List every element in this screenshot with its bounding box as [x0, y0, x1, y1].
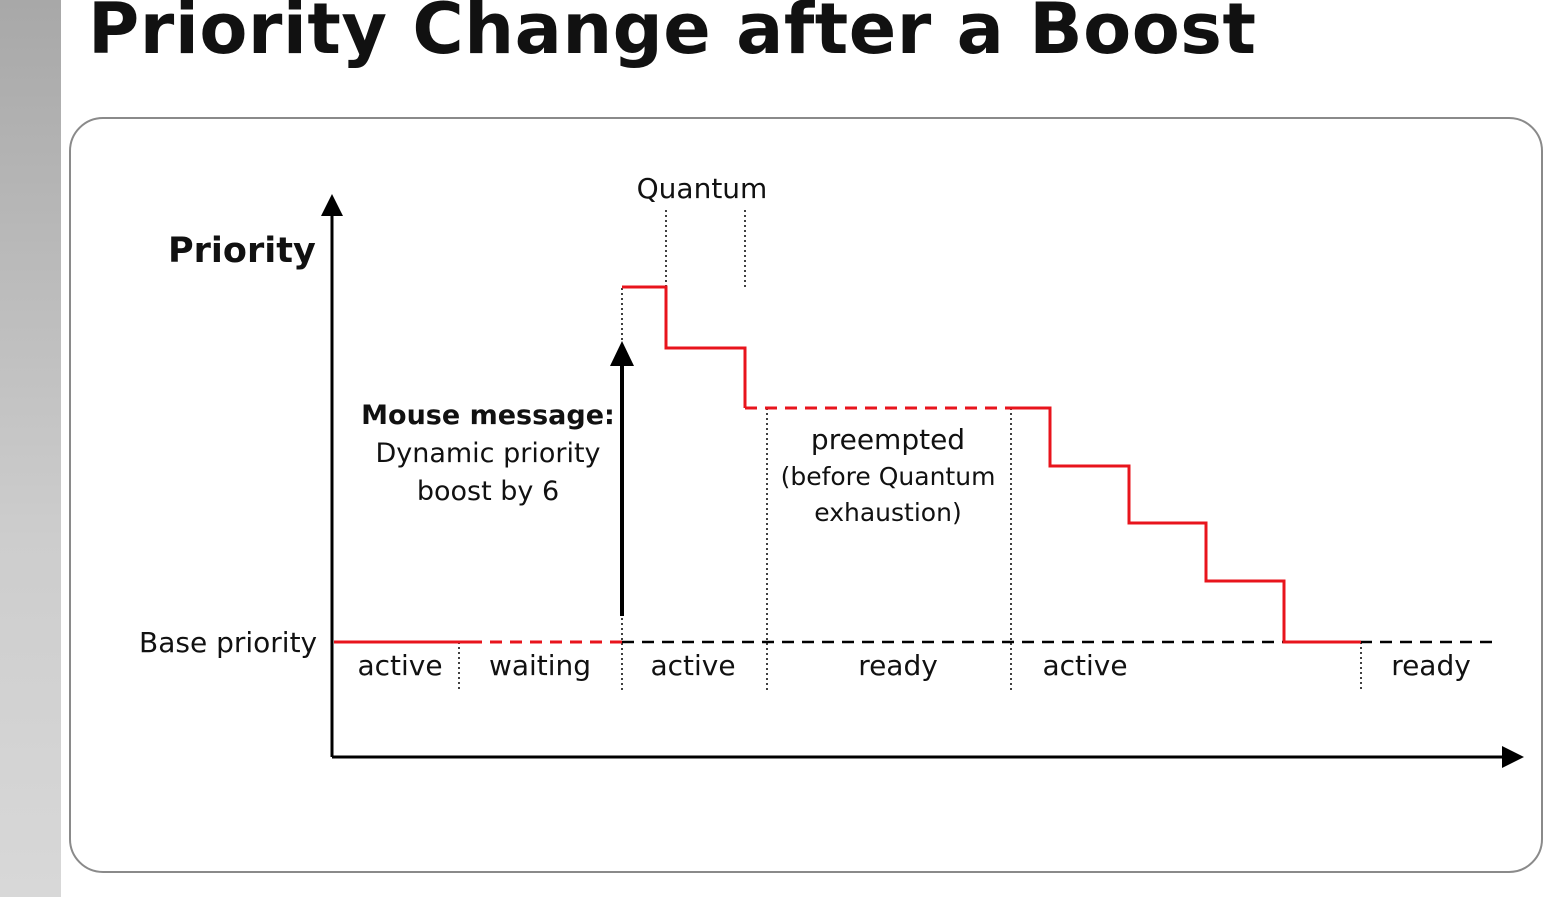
state-label: ready [858, 649, 938, 682]
state-label: waiting [489, 649, 591, 682]
y-axis-label: Priority [168, 231, 316, 271]
state-label: active [1042, 649, 1127, 682]
boost-arrow-head-icon [610, 341, 634, 366]
quantum-label: Quantum [637, 172, 768, 205]
state-label: active [650, 649, 735, 682]
boost-note-heading: Mouse message: [361, 400, 615, 431]
preempted-note-line1: preempted [811, 423, 965, 456]
slide-title: Priority Change after a Boost [88, 0, 1257, 70]
preempted-note-line3: exhaustion) [814, 498, 961, 527]
boost-note-line1: Dynamic priority [375, 438, 600, 469]
x-axis-arrow-icon [1502, 746, 1524, 768]
y-axis-arrow-icon [321, 194, 343, 216]
priority-line-boost-decay [622, 285, 747, 408]
preempted-note-line2: (before Quantum [781, 462, 996, 491]
slide-side-bar [0, 0, 61, 897]
priority-line-decay [1011, 406, 1361, 644]
state-label: ready [1391, 649, 1471, 682]
boost-note-line2: boost by 6 [417, 476, 559, 507]
state-label: active [357, 649, 442, 682]
base-priority-label: Base priority [139, 626, 317, 659]
diagram-frame [69, 117, 1543, 873]
